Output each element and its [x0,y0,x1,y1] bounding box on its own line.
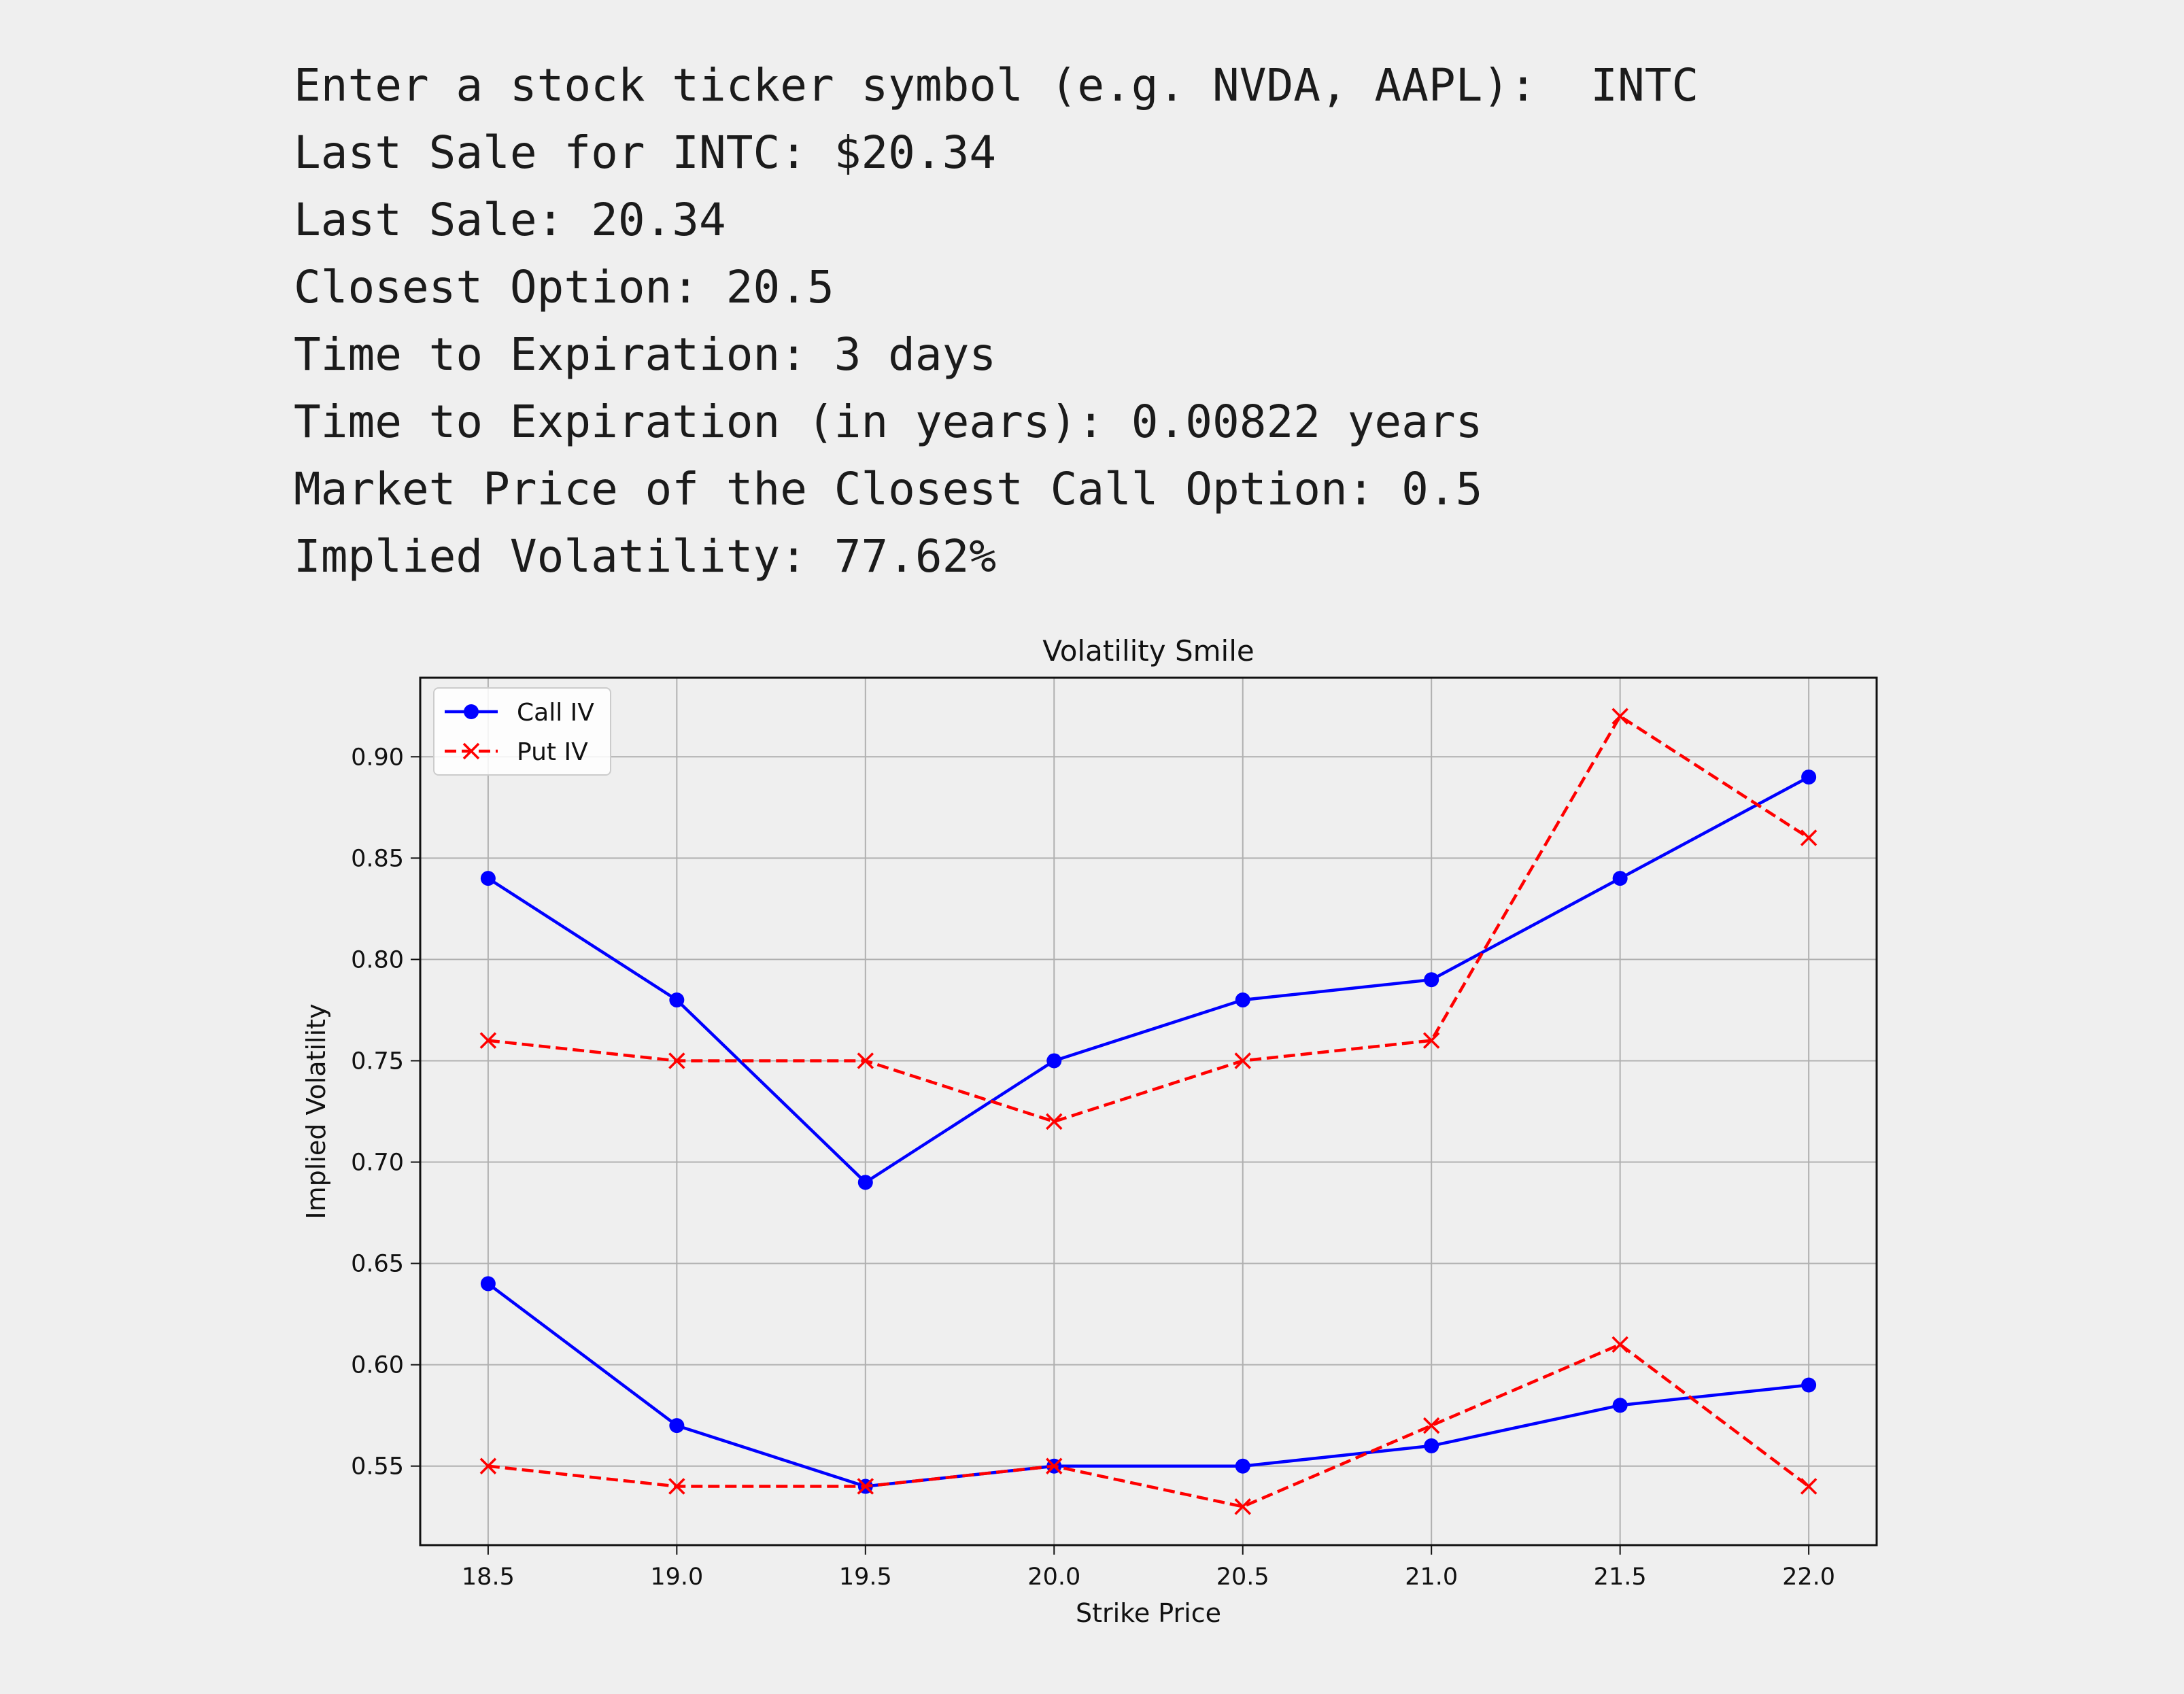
call-iv-point [1612,1398,1628,1413]
put-iv-point [1611,708,1628,725]
call-iv-point [480,1276,496,1292]
console-line-time-to-expiration-years: Time to Expiration (in years): 0.00822 y… [294,396,1483,448]
put-iv-point [1422,1032,1440,1049]
put-iv-point [1800,1478,1818,1495]
x-marker-stroke [1234,1052,1251,1069]
console-line-last-sale: Last Sale: 20.34 [294,194,726,246]
x-axis-title: Strike Price [1076,1598,1221,1628]
call-iv-series-2 [480,1276,1817,1494]
call-iv-point [1235,992,1250,1008]
put-iv-point [479,1457,497,1474]
x-marker-stroke [479,1457,497,1474]
call-iv-point [1424,1438,1439,1453]
x-marker-stroke [1611,708,1628,725]
call-iv-line [487,1282,1809,1488]
console-line-ticker-prompt: Enter a stock ticker symbol (e.g. NVDA, … [294,59,1699,111]
put-iv-point [1234,1498,1251,1515]
put-iv-point [1422,1417,1440,1434]
call-iv-series-0 [480,770,1817,1190]
x-marker-stroke [1422,1032,1440,1049]
grid-lines [420,678,1877,1545]
call-iv-point [1046,1053,1062,1069]
y-tick-label: 0.65 [351,1251,404,1278]
x-marker-stroke [479,1032,497,1049]
put-iv-point [1234,1052,1251,1069]
chart-title: Volatility Smile [1042,634,1254,668]
x-marker-stroke [857,1478,874,1495]
y-tick-label: 0.90 [351,744,404,771]
legend-marker [462,742,480,760]
console-line-time-to-expiration: Time to Expiration: 3 days [294,328,997,381]
x-tick-label: 18.5 [462,1563,515,1591]
call-iv-point [857,1175,873,1190]
y-axis-title: Implied Volatility [301,1003,331,1219]
y-tick-label: 0.85 [351,845,404,872]
call-iv-point [1801,770,1817,785]
x-tick-label: 20.0 [1027,1563,1080,1591]
series-layer [479,708,1818,1515]
put-iv-line [488,1343,1810,1508]
console-output: Enter a stock ticker symbol (e.g. NVDA, … [294,52,1926,590]
console-line-implied-volatility: Implied Volatility: 77.62% [294,530,997,583]
x-tick-label: 21.0 [1405,1563,1458,1591]
x-marker-stroke [1046,1457,1063,1474]
axis-ticks: 18.5 19.0 19.5 20.0 20.5 21.0 21.5 22.0 0.55 0.60… [351,744,1835,1591]
chart-legend: Call IV Put IV [433,687,611,776]
x-marker-stroke [668,1052,685,1069]
call-iv-point [1424,972,1439,988]
console-line-closest-option: Closest Option: 20.5 [294,261,834,313]
x-marker-stroke [1422,1417,1440,1434]
put-iv-series-1 [479,708,1818,1130]
y-tick-label: 0.75 [351,1048,404,1075]
x-tick-label: 20.5 [1216,1563,1269,1591]
legend-label: Call IV [517,699,594,727]
x-marker-stroke [857,1052,874,1069]
x-marker-stroke [668,1478,685,1495]
put-iv-point [857,1478,874,1495]
y-tick-label: 0.70 [351,1150,404,1177]
put-iv-point [1046,1457,1063,1474]
call-iv-point [480,871,496,886]
console-line-market-price: Market Price of the Closest Call Option:… [294,463,1483,515]
put-iv-point [1611,1336,1628,1353]
call-iv-point [1801,1377,1817,1393]
x-tick-label: 22.0 [1782,1563,1835,1591]
x-marker-stroke [1800,829,1818,846]
put-iv-point [479,1032,497,1049]
console-line-last-sale-ticker: Last Sale for INTC: $20.34 [294,126,997,179]
x-marker-stroke [1234,1498,1251,1515]
x-tick-label: 21.5 [1594,1563,1647,1591]
put-iv-line [488,714,1810,1124]
y-tick-label: 0.80 [351,946,404,973]
put-iv-point [1800,829,1818,846]
x-marker-stroke [1611,1336,1628,1353]
x-marker-stroke [1800,1478,1818,1495]
legend-item-put-iv: Put IV [445,738,588,766]
legend-item-call-iv: Call IV [445,699,594,727]
call-iv-point [669,992,685,1008]
legend-label: Put IV [517,738,588,766]
x-tick-label: 19.0 [650,1563,703,1591]
legend-marker [464,704,479,719]
y-tick-label: 0.60 [351,1352,404,1379]
x-tick-label: 19.5 [839,1563,892,1591]
put-iv-point [857,1052,874,1069]
put-iv-series-3 [479,1336,1818,1515]
put-iv-point [1046,1113,1063,1130]
call-iv-point [669,1418,685,1434]
put-iv-point [668,1478,685,1495]
call-iv-point [1612,871,1628,886]
call-iv-line [487,776,1810,1184]
x-marker-stroke [462,742,480,760]
put-iv-point [668,1052,685,1069]
y-tick-label: 0.55 [351,1453,404,1481]
call-iv-point [1235,1458,1250,1474]
x-marker-stroke [1046,1113,1063,1130]
plot-frame [419,676,1878,1546]
